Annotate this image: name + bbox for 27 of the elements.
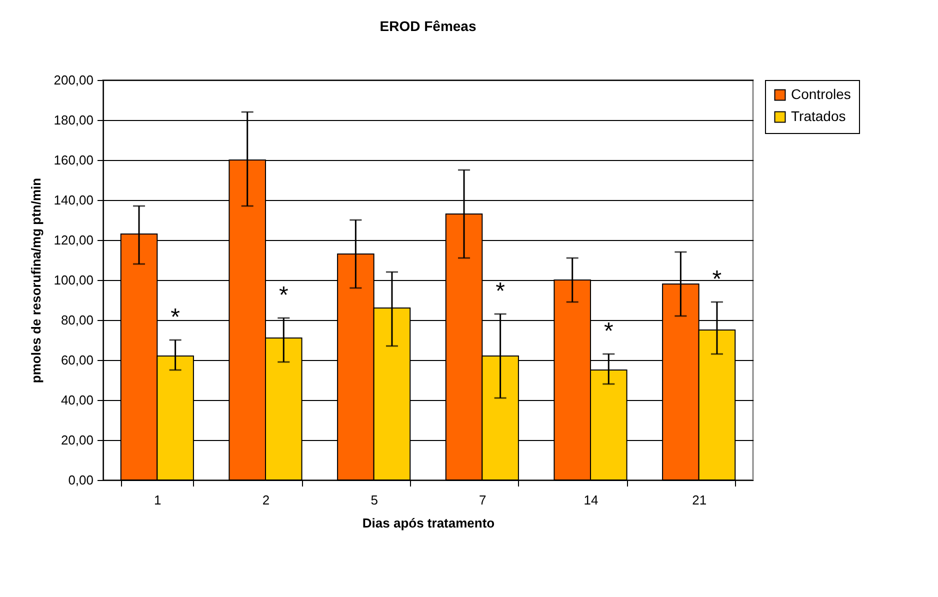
x-tick-label: 1: [154, 492, 162, 508]
x-tick-label: 7: [479, 492, 486, 508]
x-tick-label: 2: [262, 492, 270, 508]
y-axis-title: pmoles de resorufina/mg ptn/min: [28, 178, 44, 384]
x-tick-label: 14: [584, 492, 598, 508]
legend-label: Controles: [791, 86, 851, 102]
y-tick-label: 180,00: [54, 112, 94, 128]
legend-label: Tratados: [791, 108, 846, 124]
annotation: *: [712, 266, 722, 293]
y-tick-label: 140,00: [54, 192, 94, 208]
y-tick-label: 40,00: [60, 392, 94, 408]
y-tick-label: 20,00: [60, 432, 94, 448]
chart-title: EROD Fêmeas: [380, 18, 476, 34]
y-tick-label: 120,00: [54, 232, 94, 248]
x-axis-title: Dias após tratamento: [362, 516, 495, 530]
annotation: *: [496, 278, 505, 305]
y-tick-label: 0,00: [68, 472, 94, 488]
y-tick-label: 200,00: [54, 72, 94, 88]
annotation: *: [170, 304, 180, 331]
y-tick-label: 60,00: [60, 352, 94, 368]
x-tick-label: 21: [692, 492, 707, 508]
y-tick-label: 100,00: [54, 272, 94, 288]
x-tick-label: 5: [370, 492, 378, 508]
y-tick-label: 80,00: [60, 312, 94, 328]
annotation: *: [278, 282, 288, 309]
y-tick-label: 160,00: [54, 152, 94, 168]
annotation: *: [604, 318, 614, 345]
